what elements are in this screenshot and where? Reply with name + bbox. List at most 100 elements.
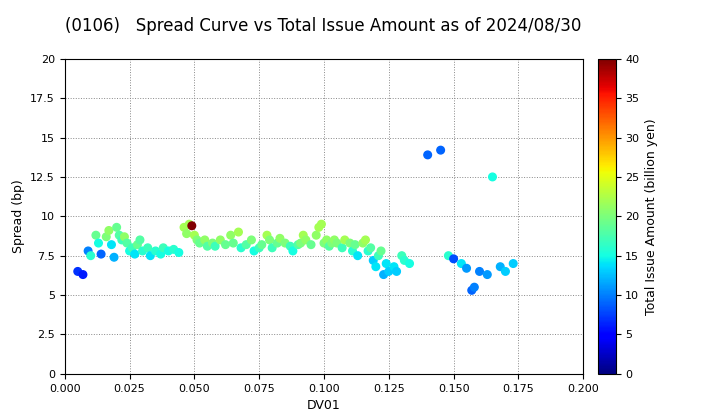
Point (155, 251, 166, 257)
Point (194, 240, 205, 247)
Point (202, 243, 213, 249)
Point (220, 241, 231, 248)
Point (469, 284, 480, 291)
Point (111, 224, 122, 231)
Point (399, 257, 410, 264)
Point (261, 232, 273, 239)
Point (380, 260, 392, 267)
Point (271, 240, 283, 247)
Point (352, 252, 364, 259)
Point (305, 241, 317, 248)
Point (313, 224, 325, 231)
Point (318, 240, 330, 247)
Point (210, 243, 221, 249)
Point (186, 223, 197, 229)
Point (284, 243, 296, 249)
Point (362, 247, 374, 254)
Point (179, 224, 190, 231)
Point (137, 247, 148, 254)
Point (461, 265, 472, 272)
Point (82, 247, 94, 254)
Text: (0106)   Spread Curve vs Total Issue Amount as of 2024/08/30: (0106) Spread Curve vs Total Issue Amoun… (65, 17, 581, 35)
Point (264, 236, 275, 243)
Point (199, 236, 210, 243)
X-axis label: DV01: DV01 (307, 399, 341, 412)
Point (274, 235, 286, 242)
Point (336, 244, 348, 251)
Point (240, 241, 252, 248)
Point (103, 227, 114, 234)
Point (132, 241, 143, 248)
Point (248, 247, 260, 254)
Point (114, 232, 125, 239)
Point (192, 236, 203, 243)
Point (287, 247, 299, 254)
Point (297, 232, 309, 239)
Point (150, 247, 161, 254)
Point (373, 252, 384, 259)
Point (93, 240, 104, 247)
Point (142, 244, 153, 251)
Point (292, 241, 304, 248)
Point (189, 232, 200, 239)
Point (422, 152, 433, 158)
Point (90, 232, 102, 239)
Point (119, 234, 130, 240)
Point (300, 236, 312, 243)
Point (207, 240, 218, 247)
Point (435, 147, 446, 154)
Point (235, 244, 247, 251)
Point (487, 173, 498, 180)
Point (482, 271, 493, 278)
Point (339, 236, 351, 243)
Point (365, 244, 377, 251)
Point (72, 268, 84, 275)
Point (396, 252, 408, 259)
Point (315, 221, 327, 228)
Point (163, 247, 174, 254)
Point (134, 236, 145, 243)
Y-axis label: Spread (bp): Spread (bp) (12, 179, 24, 253)
Point (181, 230, 192, 237)
Point (77, 271, 89, 278)
Point (121, 240, 132, 247)
Point (256, 241, 268, 248)
Point (367, 257, 379, 264)
Point (145, 252, 156, 259)
Point (328, 236, 340, 243)
Point (370, 263, 382, 270)
Point (233, 228, 244, 235)
Point (168, 246, 179, 253)
Point (310, 232, 322, 239)
Point (474, 268, 485, 275)
Point (466, 287, 477, 294)
Point (158, 244, 169, 251)
Point (508, 260, 519, 267)
Point (106, 241, 117, 248)
Point (360, 236, 372, 243)
Y-axis label: Total Issue Amount (billion yen): Total Issue Amount (billion yen) (645, 118, 658, 315)
Point (349, 241, 361, 248)
Point (383, 268, 395, 275)
Point (404, 260, 415, 267)
Point (388, 263, 400, 270)
Point (246, 236, 257, 243)
Point (378, 271, 390, 278)
Point (357, 240, 369, 247)
Point (331, 240, 343, 247)
Point (500, 268, 511, 275)
Point (391, 268, 402, 275)
Point (116, 236, 127, 243)
Point (225, 232, 236, 239)
Point (448, 255, 459, 262)
Point (295, 240, 307, 247)
Point (321, 236, 333, 243)
Point (347, 247, 359, 254)
Point (375, 247, 387, 254)
Point (279, 240, 291, 247)
Point (266, 244, 278, 251)
Point (326, 240, 338, 247)
Point (129, 251, 140, 257)
Point (184, 221, 195, 228)
Point (127, 244, 138, 251)
